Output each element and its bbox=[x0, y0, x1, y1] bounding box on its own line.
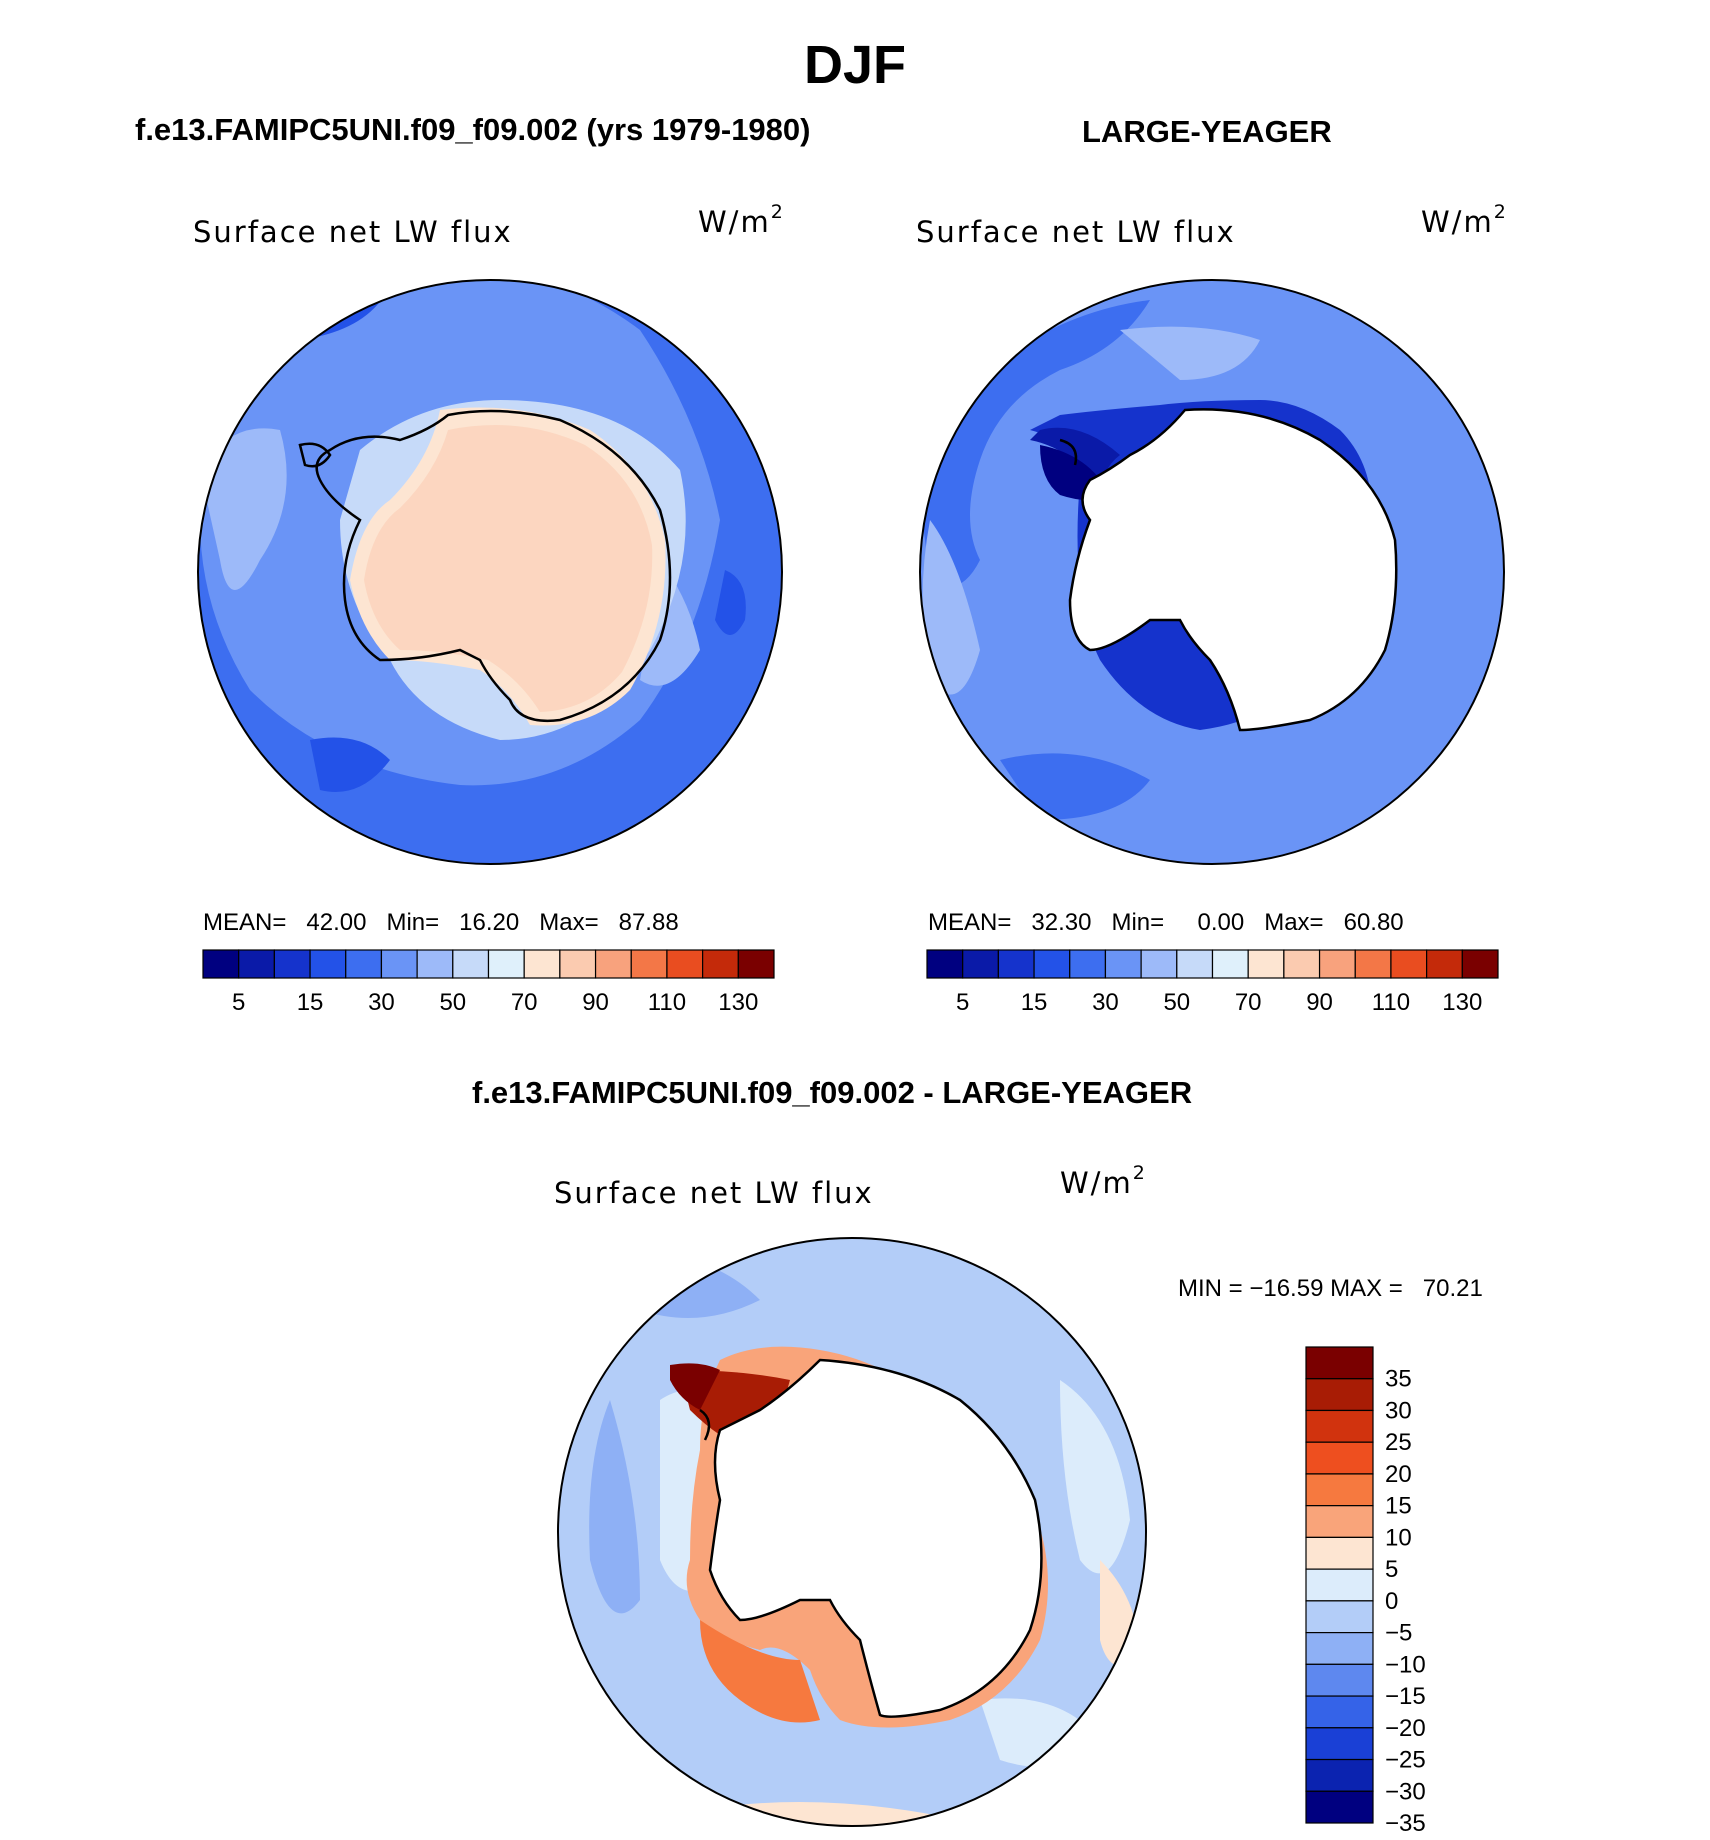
colorbar-cell bbox=[416, 949, 454, 979]
colorbar-cell bbox=[594, 949, 632, 979]
colorbar-cell bbox=[1305, 1663, 1374, 1697]
colorbar-tick-label: −20 bbox=[1385, 1715, 1426, 1742]
colorbar-cell bbox=[1305, 1536, 1374, 1570]
colorbar-cell bbox=[1390, 949, 1428, 979]
unit-label-diff: W/m2 bbox=[1060, 1162, 1147, 1200]
colorbar-tick-label: 25 bbox=[1385, 1429, 1412, 1456]
stats-diff: MIN = −16.59 MAX = 70.21 bbox=[1178, 1275, 1483, 1302]
colorbar-cell bbox=[1176, 949, 1214, 979]
colorbar-cell bbox=[1305, 1346, 1374, 1380]
colorbar-cell bbox=[1305, 1505, 1374, 1538]
colorbar-cell bbox=[1305, 1441, 1374, 1475]
colorbar-tick-label: −30 bbox=[1385, 1778, 1426, 1805]
colorbar-tick-label: 0 bbox=[1385, 1588, 1398, 1615]
colorbar-cell bbox=[666, 949, 704, 979]
colorbar-cell bbox=[487, 949, 525, 979]
colorbar-tick-label: 70 bbox=[1235, 989, 1262, 1016]
panel-title-model: f.e13.FAMIPC5UNI.f09_f09.002 (yrs 1979-1… bbox=[135, 112, 811, 147]
colorbar-tick-label: −15 bbox=[1385, 1683, 1426, 1710]
panel-title-obs: LARGE-YEAGER bbox=[1082, 114, 1332, 149]
colorbar-tick-label: 15 bbox=[1021, 989, 1048, 1016]
colorbar-cell bbox=[1211, 949, 1249, 979]
colorbar-tick-label: 10 bbox=[1385, 1524, 1412, 1551]
colorbar-cell bbox=[273, 949, 311, 979]
colorbar-tick-label: −10 bbox=[1385, 1651, 1426, 1678]
colorbar-cell bbox=[737, 949, 775, 979]
colorbar-tick-label: 30 bbox=[1092, 989, 1119, 1016]
colorbar-cell bbox=[1305, 1378, 1374, 1412]
map-diff bbox=[557, 1237, 1147, 1827]
colorbar-cell bbox=[1283, 949, 1321, 979]
variable-label-obs: Surface net LW flux bbox=[916, 215, 1236, 249]
colorbar-tick-label: 20 bbox=[1385, 1461, 1412, 1488]
colorbar-cell bbox=[997, 949, 1035, 979]
colorbar-cell bbox=[1033, 949, 1071, 979]
colorbar-tick-label: 15 bbox=[297, 989, 324, 1016]
colorbar-tick-label: 50 bbox=[439, 989, 466, 1016]
colorbar-cell bbox=[452, 949, 490, 979]
colorbar-tick-label: 30 bbox=[1385, 1397, 1412, 1424]
colorbar-cell bbox=[1140, 949, 1178, 979]
map-obs bbox=[919, 279, 1505, 865]
colorbar-tick-label: 70 bbox=[511, 989, 538, 1016]
colorbar-cell bbox=[1305, 1600, 1374, 1634]
colorbar-cell bbox=[1104, 949, 1142, 979]
colorbar-tick-label: −35 bbox=[1385, 1810, 1426, 1837]
colorbar-cell bbox=[1426, 949, 1463, 979]
variable-label-diff: Surface net LW flux bbox=[554, 1176, 874, 1210]
colorbar-tick-label: 30 bbox=[368, 989, 395, 1016]
colorbar-obs: 5 15 30 50 70 90 110 130 bbox=[926, 949, 1499, 1016]
colorbar-tick-label: −25 bbox=[1385, 1747, 1426, 1774]
colorbar-cell bbox=[630, 949, 668, 979]
colorbar-tick-label: 130 bbox=[718, 989, 758, 1016]
colorbar-tick-label: 110 bbox=[648, 989, 686, 1016]
colorbar-tick-label: 90 bbox=[1306, 989, 1333, 1016]
colorbar-cell bbox=[1461, 949, 1499, 979]
colorbar-tick-label: 110 bbox=[1372, 989, 1410, 1016]
colorbar-model: 5 15 30 50 70 90 110 130 bbox=[202, 949, 775, 1016]
colorbar-cell bbox=[1305, 1727, 1374, 1761]
colorbar-cell bbox=[962, 949, 999, 979]
colorbar-cell bbox=[1069, 949, 1107, 979]
unit-label-obs: W/m2 bbox=[1421, 201, 1508, 239]
colorbar-cell bbox=[1247, 949, 1285, 979]
colorbar-cell bbox=[1305, 1695, 1374, 1729]
variable-label-model: Surface net LW flux bbox=[193, 215, 513, 249]
colorbar-cell bbox=[1305, 1758, 1374, 1792]
colorbar-diff: 35 30 25 20 15 10 5 0 −5 −10 −15 −20 −25 −30 −35 bbox=[1305, 1346, 1426, 1837]
colorbar-cell bbox=[1305, 1409, 1374, 1443]
colorbar-tick-label: 5 bbox=[232, 989, 245, 1016]
colorbar-tick-label: 90 bbox=[582, 989, 609, 1016]
colorbar-tick-label: 5 bbox=[956, 989, 969, 1016]
stats-model: MEAN= 42.00 Min= 16.20 Max= 87.88 bbox=[203, 909, 679, 936]
colorbar-cell bbox=[238, 949, 275, 979]
colorbar-tick-label: 5 bbox=[1385, 1556, 1398, 1583]
colorbar-cell bbox=[202, 949, 240, 979]
colorbar-cell bbox=[345, 949, 383, 979]
colorbar-tick-label: 35 bbox=[1385, 1366, 1412, 1393]
map-model bbox=[197, 279, 783, 865]
unit-label-model: W/m2 bbox=[698, 201, 785, 239]
colorbar-cell bbox=[702, 949, 739, 979]
figure-title: DJF bbox=[803, 35, 906, 95]
colorbar-cell bbox=[523, 949, 561, 979]
colorbar-cell bbox=[1305, 1473, 1374, 1507]
colorbar-tick-label: 50 bbox=[1163, 989, 1190, 1016]
colorbar-cell bbox=[559, 949, 597, 979]
colorbar-cell bbox=[1354, 949, 1392, 979]
colorbar-cell bbox=[309, 949, 347, 979]
colorbar-cell bbox=[1305, 1790, 1374, 1824]
panel-title-diff: f.e13.FAMIPC5UNI.f09_f09.002 - LARGE-YEA… bbox=[472, 1075, 1193, 1110]
colorbar-cell bbox=[926, 949, 964, 979]
colorbar-cell bbox=[380, 949, 418, 979]
colorbar-cell bbox=[1305, 1568, 1374, 1602]
colorbar-tick-label: 15 bbox=[1385, 1493, 1412, 1520]
stats-obs: MEAN= 32.30 Min= 0.00 Max= 60.80 bbox=[928, 909, 1404, 936]
colorbar-cell bbox=[1305, 1631, 1374, 1665]
colorbar-tick-label: −5 bbox=[1385, 1620, 1412, 1647]
colorbar-tick-label: 130 bbox=[1442, 989, 1482, 1016]
colorbar-cell bbox=[1318, 949, 1356, 979]
